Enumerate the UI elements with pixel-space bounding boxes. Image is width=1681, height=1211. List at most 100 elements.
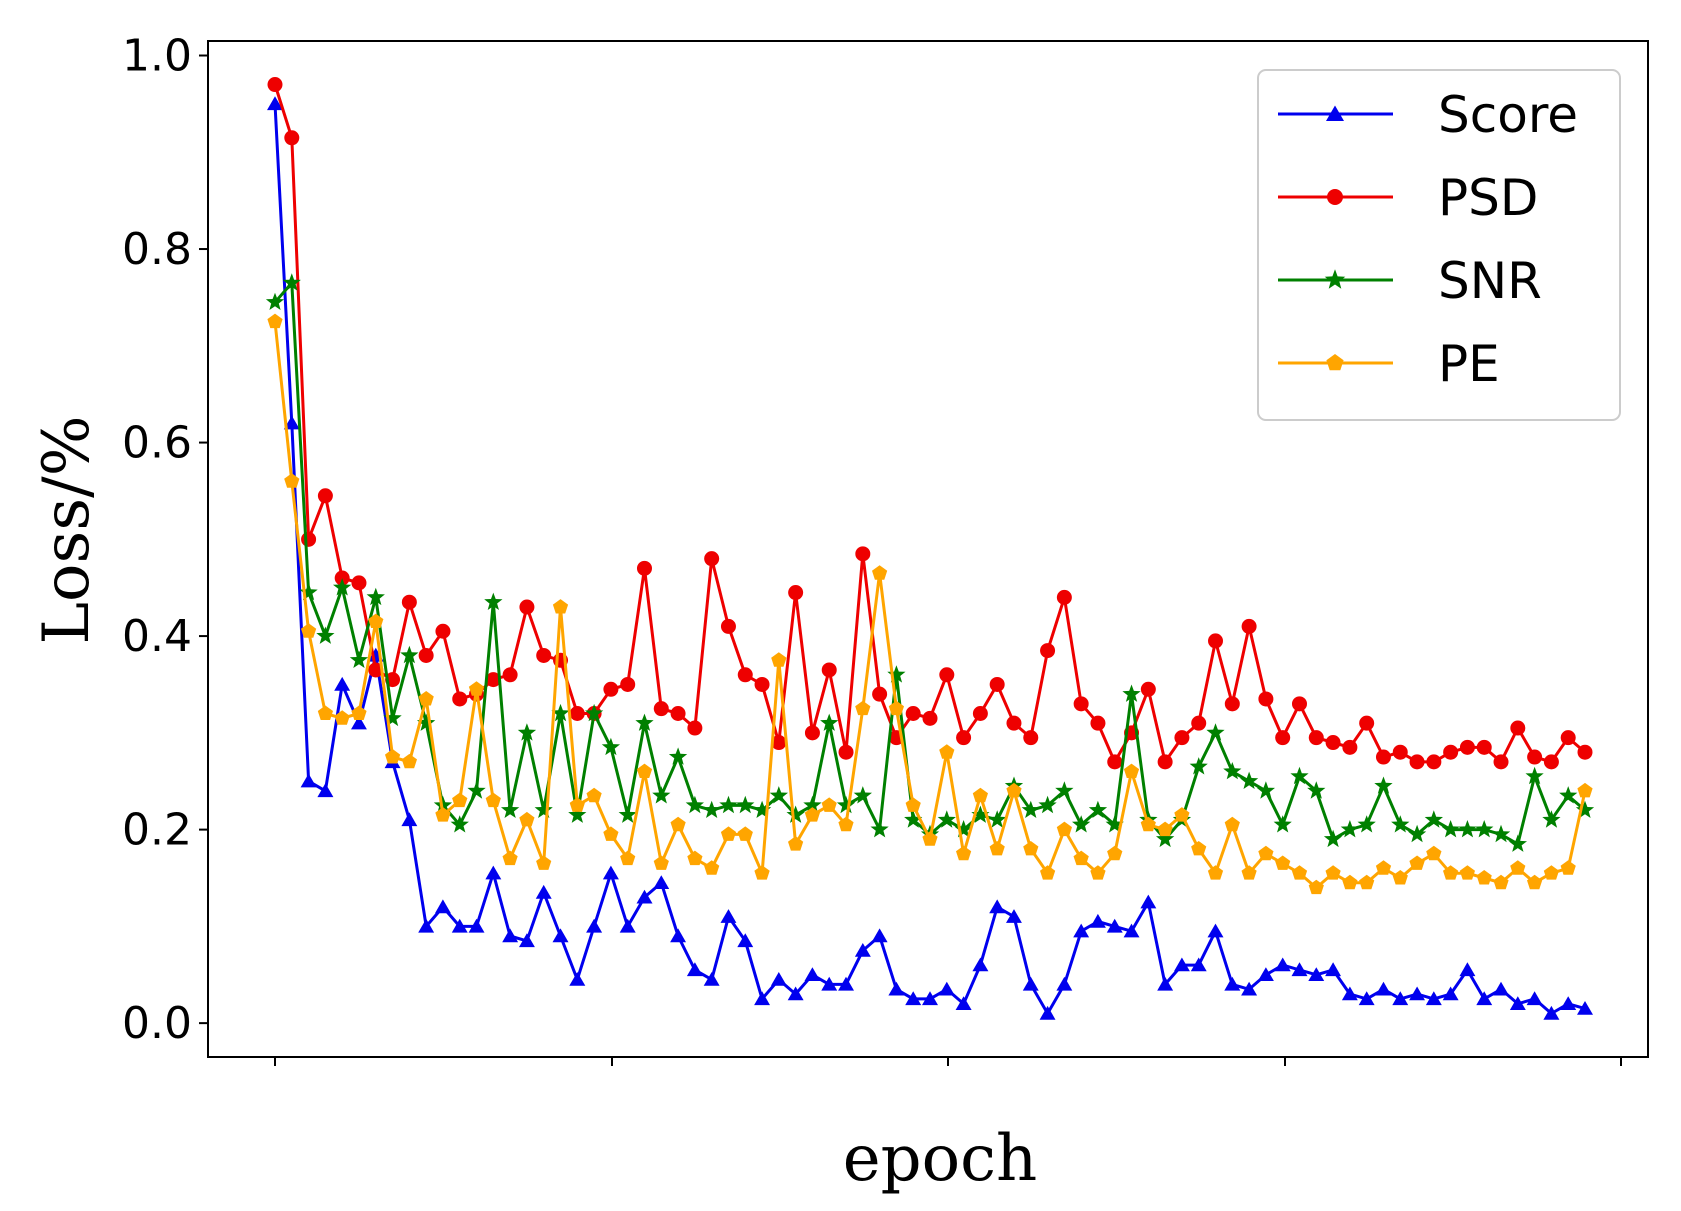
data-point: [1560, 860, 1576, 875]
data-point: [1409, 986, 1425, 1001]
data-point: [1357, 815, 1376, 833]
data-point: [719, 795, 738, 814]
data-point: [585, 703, 604, 722]
data-point: [1206, 723, 1225, 741]
data-point: [1157, 754, 1173, 770]
data-point: [417, 713, 436, 731]
data-point: [1577, 782, 1593, 798]
data-point: [618, 805, 637, 823]
data-point: [534, 800, 553, 818]
legend-item-score: Score: [1278, 86, 1578, 144]
data-point: [652, 786, 671, 804]
data-point: [1341, 986, 1358, 1001]
data-point: [536, 647, 552, 663]
data-point: [1577, 1001, 1593, 1015]
data-point: [1426, 754, 1442, 770]
data-point: [1491, 824, 1511, 843]
data-point: [1325, 865, 1341, 880]
data-point: [737, 933, 754, 948]
data-point: [1542, 810, 1561, 828]
data-point: [955, 996, 972, 1010]
x-axis-title: epoch: [843, 1122, 1037, 1196]
data-point: [383, 708, 402, 727]
data-point: [1140, 816, 1156, 832]
data-point: [1224, 696, 1240, 712]
data-point: [1241, 865, 1257, 880]
legend-marker: [1326, 354, 1344, 371]
data-point: [888, 981, 905, 996]
data-point: [334, 710, 350, 725]
data-point: [1290, 766, 1309, 785]
data-point: [1207, 923, 1224, 938]
data-point: [754, 991, 770, 1006]
data-point: [636, 560, 652, 576]
data-point: [1359, 874, 1375, 890]
data-point: [804, 967, 821, 981]
data-point: [870, 820, 889, 838]
plot-frame: [207, 40, 1649, 1058]
data-point: [1476, 739, 1492, 755]
data-point: [804, 725, 820, 741]
data-point: [838, 816, 854, 832]
data-point: [904, 810, 923, 828]
data-point: [1375, 981, 1392, 996]
data-point: [334, 676, 351, 691]
data-point: [1174, 957, 1190, 972]
legend-item-pe: PE: [1278, 335, 1500, 393]
data-point: [351, 715, 367, 730]
data-point: [349, 650, 369, 668]
data-point: [1107, 754, 1123, 770]
series-score: [267, 96, 1593, 1020]
data-point: [668, 747, 688, 765]
data-point: [988, 810, 1007, 828]
data-point: [1256, 781, 1275, 799]
data-point: [636, 889, 653, 904]
data-point: [704, 551, 720, 567]
data-point: [418, 691, 434, 706]
data-point: [1575, 800, 1595, 818]
data-point: [1123, 763, 1140, 778]
data-point: [1056, 589, 1072, 605]
data-point: [1340, 820, 1359, 838]
data-point: [1224, 816, 1240, 832]
data-point: [1006, 782, 1022, 798]
data-point: [836, 795, 856, 814]
data-point: [872, 565, 888, 580]
data-point: [501, 800, 520, 818]
data-point: [1577, 744, 1593, 760]
data-point: [670, 705, 686, 721]
data-point: [1527, 874, 1543, 890]
data-point: [1323, 829, 1343, 848]
data-point: [1459, 865, 1475, 880]
data-point: [939, 667, 955, 683]
data-point: [267, 96, 283, 111]
data-point: [1543, 865, 1559, 880]
data-point: [770, 972, 787, 986]
data-point: [1140, 894, 1157, 909]
data-point: [788, 836, 804, 851]
data-point: [519, 599, 535, 615]
data-point: [418, 647, 434, 663]
data-point: [435, 899, 451, 914]
data-point: [267, 313, 283, 329]
data-point: [368, 662, 384, 678]
y-tick-label: 0.0: [122, 998, 192, 1049]
data-point: [1106, 918, 1123, 933]
data-point: [536, 855, 552, 870]
data-point: [1493, 754, 1509, 770]
data-point: [1543, 754, 1559, 770]
legend-marker: [1324, 269, 1346, 289]
data-point: [1191, 841, 1207, 856]
data-point: [1391, 815, 1410, 833]
data-point: [283, 415, 300, 430]
data-point: [653, 875, 670, 889]
data-point: [720, 826, 737, 841]
data-point: [552, 599, 569, 614]
data-point: [821, 662, 837, 678]
data-point: [435, 807, 451, 822]
data-point: [602, 865, 619, 880]
data-point: [787, 986, 804, 1001]
data-point: [569, 797, 585, 812]
legend-label: SNR: [1438, 252, 1542, 310]
